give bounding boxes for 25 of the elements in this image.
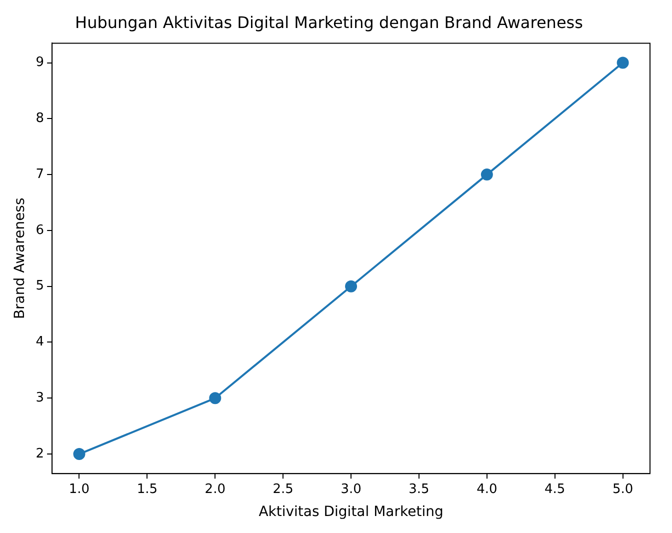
y-tick-label: 9: [36, 55, 44, 70]
x-tick-label: 1.0: [68, 482, 90, 497]
x-tick-label: 1.5: [136, 482, 158, 497]
y-axis-title: Brand Awareness: [12, 198, 28, 320]
y-tick-label: 6: [36, 222, 44, 238]
y-tick-label: 3: [36, 390, 44, 406]
point: [616, 56, 629, 69]
y-tick-label: 7: [36, 166, 44, 182]
x-axis-title: Aktivitas Digital Marketing: [258, 504, 444, 520]
point: [345, 280, 358, 292]
y-tick-label: 8: [36, 111, 44, 126]
point: [209, 392, 222, 404]
x-tick-label: 3.5: [408, 482, 430, 497]
x-tick-label: 4.0: [476, 482, 498, 497]
x-tick-label: 2.0: [204, 482, 226, 497]
chart-title: Hubungan Aktivitas Digital Marketing dengan Brand Awareness: [75, 12, 583, 32]
x-tick-label: 5.0: [612, 482, 634, 497]
y-tick-label: 4: [36, 334, 44, 350]
point: [73, 448, 86, 460]
x-tick-label: 4.5: [544, 482, 566, 497]
x-tick-label: 3.0: [340, 482, 362, 497]
y-tick-label: 2: [36, 446, 44, 462]
x-tick-label: 2.5: [272, 482, 294, 497]
point: [480, 168, 493, 181]
y-tick-label: 5: [36, 278, 44, 294]
